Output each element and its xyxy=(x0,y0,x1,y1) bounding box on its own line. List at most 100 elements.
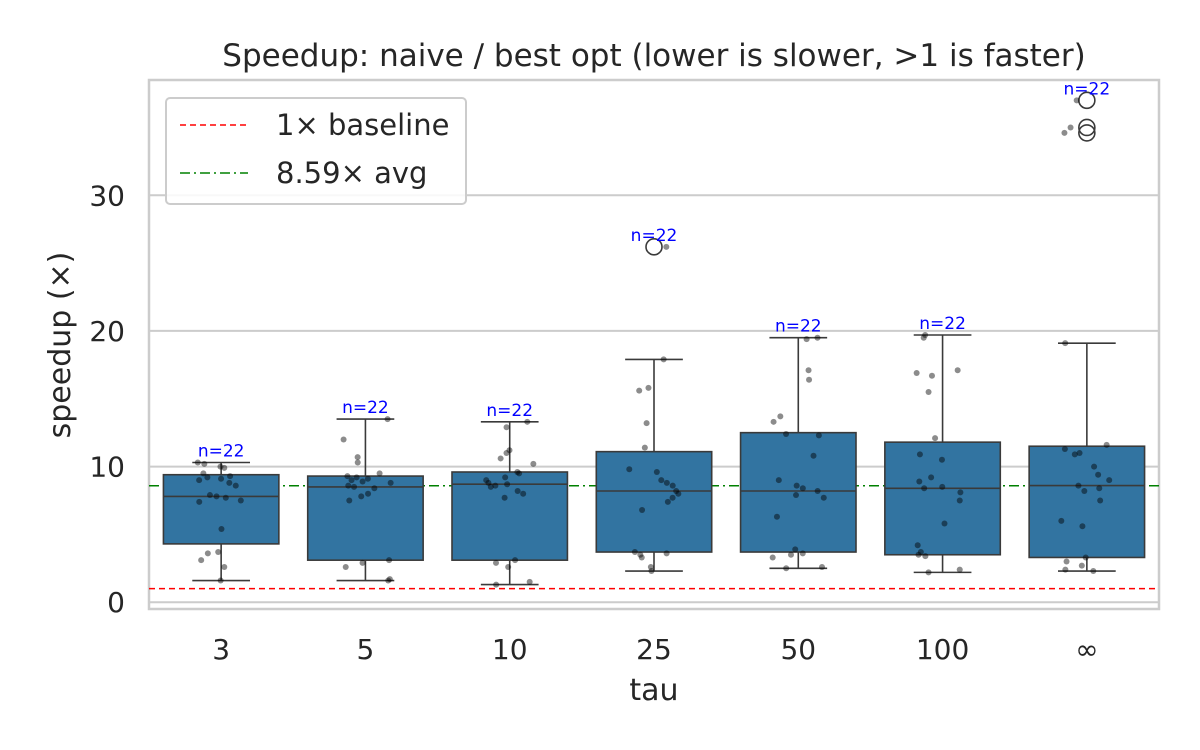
data-point xyxy=(514,469,521,476)
data-point xyxy=(956,566,963,573)
data-point xyxy=(788,551,795,558)
data-point xyxy=(806,376,813,383)
data-point xyxy=(917,549,924,556)
data-point xyxy=(505,563,512,570)
data-point xyxy=(1075,482,1082,489)
data-point xyxy=(217,463,224,470)
data-point xyxy=(639,506,646,513)
data-point xyxy=(925,569,932,576)
data-point xyxy=(916,478,923,485)
data-point xyxy=(503,450,510,457)
box xyxy=(595,450,713,553)
data-point xyxy=(504,481,511,488)
data-point xyxy=(1067,124,1074,131)
data-point xyxy=(769,554,776,561)
data-point xyxy=(1062,566,1069,573)
legend: 1× baseline 8.59× avg xyxy=(165,97,467,205)
data-point xyxy=(348,477,355,484)
data-point xyxy=(916,451,923,458)
data-point xyxy=(485,479,492,486)
data-point xyxy=(387,479,394,486)
count-label: n=22 xyxy=(775,317,822,337)
data-point xyxy=(1058,517,1065,524)
chart-title: Speedup: naive / best opt (lower is slow… xyxy=(222,38,1085,74)
data-point xyxy=(497,455,504,462)
data-point xyxy=(359,559,366,566)
y-tick-label: 10 xyxy=(89,451,125,484)
x-tick-label: 100 xyxy=(916,633,969,666)
x-tick-label: 3 xyxy=(212,633,230,666)
data-point xyxy=(1090,568,1097,575)
data-point xyxy=(221,563,228,570)
data-point xyxy=(520,490,527,497)
data-point xyxy=(1063,558,1070,565)
data-point xyxy=(663,550,670,557)
data-point xyxy=(915,551,922,558)
y-tick-label: 20 xyxy=(89,315,125,348)
data-point xyxy=(638,554,645,561)
data-point xyxy=(783,431,790,438)
data-point xyxy=(631,549,638,556)
data-point xyxy=(626,466,633,473)
outlier-marker xyxy=(1078,124,1096,142)
data-point xyxy=(913,369,920,376)
data-point xyxy=(783,565,790,572)
data-point xyxy=(340,436,347,443)
data-point xyxy=(938,456,945,463)
data-point xyxy=(1061,445,1068,452)
data-point xyxy=(922,332,929,339)
box xyxy=(884,441,1002,556)
data-point xyxy=(1097,497,1104,504)
data-point xyxy=(1095,471,1102,478)
data-point xyxy=(530,460,537,467)
data-point xyxy=(204,474,211,481)
data-point xyxy=(226,479,233,486)
data-point xyxy=(237,497,244,504)
data-point xyxy=(792,546,799,553)
outlier-marker xyxy=(1078,91,1096,110)
data-point xyxy=(799,550,806,557)
data-point xyxy=(648,568,655,575)
data-point xyxy=(354,459,361,466)
data-point xyxy=(194,459,201,466)
data-point xyxy=(1079,523,1086,530)
data-point xyxy=(215,549,222,556)
data-point xyxy=(1082,554,1089,561)
data-point xyxy=(376,470,383,477)
data-point xyxy=(364,475,371,482)
box xyxy=(306,475,424,561)
count-label: n=22 xyxy=(919,314,966,334)
data-point xyxy=(637,551,644,558)
data-point xyxy=(218,475,225,482)
data-point xyxy=(358,493,365,500)
data-point xyxy=(493,559,500,566)
data-point xyxy=(1103,441,1110,448)
data-point xyxy=(492,482,499,489)
data-point xyxy=(487,483,494,490)
data-point xyxy=(1081,487,1088,494)
data-point xyxy=(483,477,490,484)
data-point xyxy=(359,478,366,485)
x-tick-label: 10 xyxy=(492,633,528,666)
data-point xyxy=(1071,451,1078,458)
data-point xyxy=(198,557,205,564)
data-point xyxy=(201,460,208,467)
data-point xyxy=(675,490,682,497)
data-point xyxy=(385,577,392,584)
data-point xyxy=(503,424,510,431)
data-point xyxy=(213,493,220,500)
x-tick-label: 5 xyxy=(357,633,375,666)
y-axis-label: speedup (×) xyxy=(43,252,78,439)
legend-label: 1× baseline xyxy=(276,108,449,142)
data-point xyxy=(647,563,654,570)
count-label: n=22 xyxy=(1064,79,1111,99)
data-point xyxy=(793,492,800,499)
data-point xyxy=(818,563,825,570)
data-point xyxy=(1062,340,1069,347)
data-point xyxy=(227,473,234,480)
data-point xyxy=(386,576,393,583)
data-point xyxy=(232,482,239,489)
data-point xyxy=(206,492,213,499)
data-point xyxy=(196,498,203,505)
data-point xyxy=(351,483,358,490)
